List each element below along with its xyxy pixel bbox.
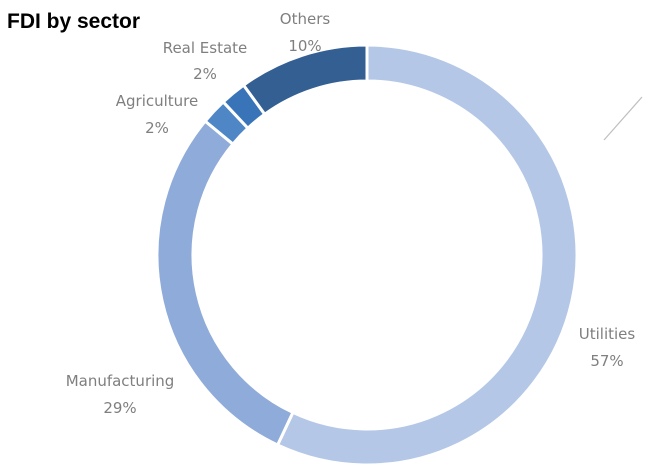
- slice-label: Manufacturing: [66, 372, 175, 390]
- slice-others: [241, 43, 369, 117]
- slice-percent-label: 10%: [288, 37, 321, 55]
- decorative-line: [603, 96, 643, 141]
- slice-utilities: [275, 43, 579, 466]
- donut-slices: [155, 43, 579, 466]
- slice-percent-label: 2%: [193, 65, 217, 83]
- slice-label: Agriculture: [116, 92, 199, 110]
- slice-manufacturing: [155, 119, 295, 448]
- slice-label: Utilities: [579, 325, 636, 343]
- slice-percent-label: 57%: [590, 352, 623, 370]
- chart-title: FDI by sector: [7, 10, 141, 33]
- slice-label: Others: [280, 10, 331, 28]
- slice-percent-label: 2%: [145, 119, 169, 137]
- slice-percent-label: 29%: [103, 399, 136, 417]
- slice-labels: Utilities 57% Manufacturing 29% Agriculture 2…: [66, 10, 636, 417]
- slice-label: Real Estate: [163, 39, 248, 57]
